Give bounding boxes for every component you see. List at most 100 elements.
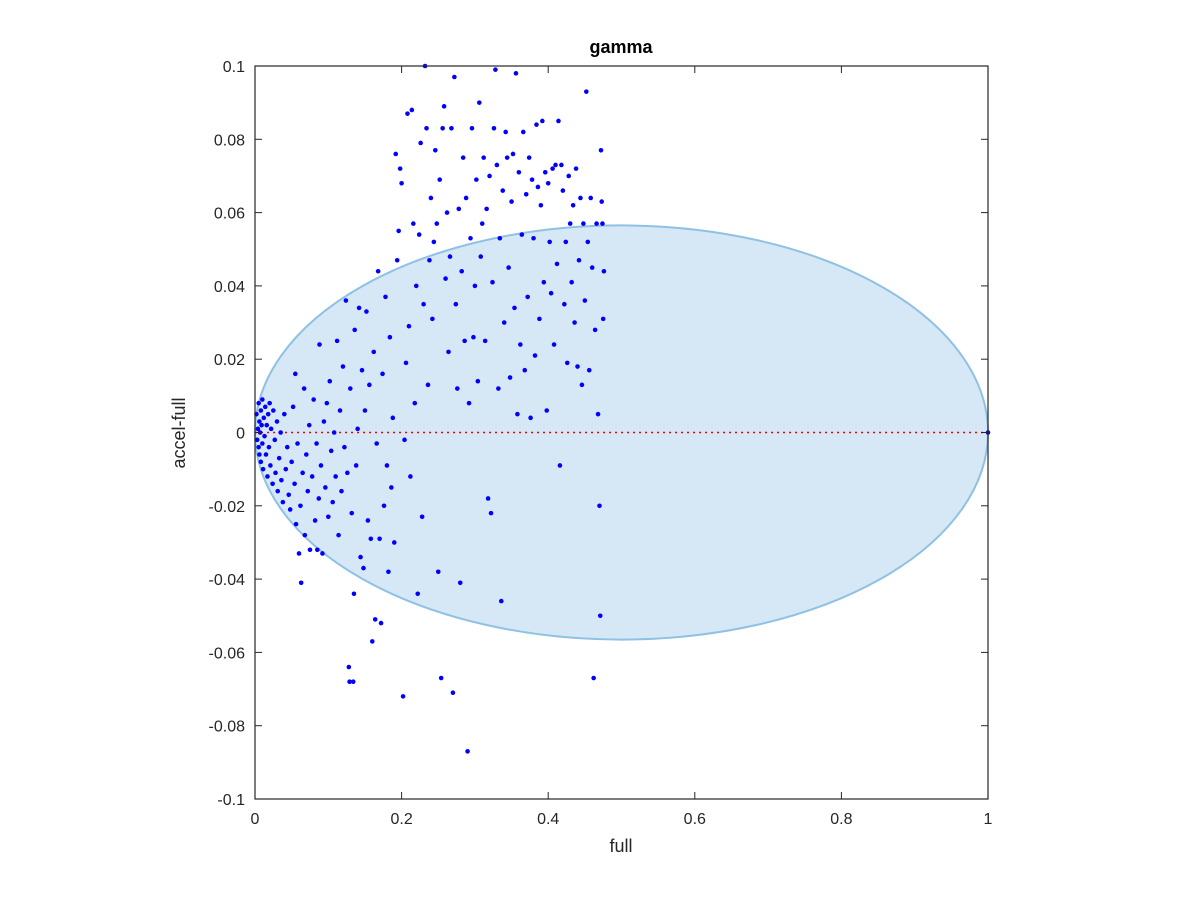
data-point (256, 400, 261, 406)
data-point (560, 188, 566, 193)
data-point (444, 210, 450, 215)
data-point (326, 514, 331, 520)
data-point (498, 598, 504, 604)
data-point (455, 386, 460, 391)
data-point (559, 162, 564, 168)
data-point (497, 235, 503, 241)
data-point (566, 173, 572, 179)
data-point (453, 301, 459, 307)
x-tick-label: 0.4 (537, 811, 559, 828)
data-point (589, 265, 595, 270)
data-point (270, 481, 275, 487)
data-point (347, 386, 353, 391)
chart-title: gamma (589, 37, 653, 57)
data-point (421, 301, 426, 307)
data-point (475, 378, 481, 384)
data-point (519, 232, 525, 237)
data-point (588, 195, 594, 201)
data-point (343, 298, 349, 303)
data-point (452, 74, 457, 80)
data-point (597, 613, 603, 619)
y-tick-label: 0.02 (214, 352, 245, 369)
data-point (462, 338, 467, 344)
data-point (532, 353, 538, 358)
data-point (484, 206, 489, 212)
data-point (581, 221, 586, 226)
data-point (408, 474, 413, 479)
data-point (504, 155, 510, 160)
data-point (573, 166, 579, 171)
data-point (298, 503, 303, 509)
data-point (361, 565, 366, 571)
data-point (544, 408, 550, 413)
data-point (321, 419, 327, 424)
y-tick-label: 0.08 (214, 132, 245, 149)
data-point (542, 169, 548, 175)
data-point (569, 279, 574, 285)
data-point (579, 382, 585, 388)
data-point (264, 422, 270, 428)
data-point (292, 481, 297, 487)
data-point (320, 551, 325, 556)
data-point (441, 104, 447, 109)
data-point (466, 400, 472, 406)
data-point (383, 294, 388, 300)
ticks-layer (254, 65, 989, 800)
data-point (494, 162, 500, 168)
data-point (465, 749, 470, 754)
data-point (368, 536, 374, 542)
data-point (431, 239, 437, 245)
data-point (337, 408, 343, 413)
data-point (578, 195, 583, 201)
data-point (298, 580, 304, 586)
data-point (506, 265, 511, 270)
data-point (309, 474, 315, 479)
data-point (600, 316, 606, 322)
data-point (331, 430, 337, 435)
data-point (548, 290, 554, 296)
data-point (268, 426, 274, 432)
data-point (450, 690, 456, 696)
data-point (547, 239, 552, 245)
x-tick-label: 0.2 (390, 811, 412, 828)
data-point (316, 496, 322, 501)
data-point (456, 206, 462, 212)
data-point (584, 89, 589, 94)
data-point (394, 257, 400, 263)
y-tick-label: -0.06 (209, 645, 246, 662)
data-point (485, 496, 491, 501)
y-axis-label: accel-full (169, 397, 189, 468)
data-point (468, 235, 473, 241)
data-point (496, 386, 501, 391)
data-point (471, 334, 476, 340)
data-point (600, 221, 605, 226)
data-point (405, 111, 410, 116)
data-point (365, 518, 371, 523)
data-point (545, 180, 551, 186)
data-point (540, 118, 545, 124)
data-point (286, 492, 292, 498)
data-point (599, 199, 605, 204)
data-point (352, 327, 357, 333)
data-point (378, 620, 384, 626)
data-point (369, 639, 375, 644)
data-point (591, 675, 596, 681)
data-point (396, 228, 401, 234)
data-point (551, 342, 557, 347)
y-tick-label: 0.04 (214, 279, 245, 296)
data-point (428, 195, 434, 201)
points-layer (254, 63, 991, 754)
data-point (534, 122, 539, 127)
data-point (427, 257, 432, 263)
data-point (520, 129, 526, 135)
y-tick-labels: -0.1 -0.08 -0.06 -0.04 -0.02 0 0.02 0.04 0.06 0.0… (209, 59, 246, 809)
data-point (374, 441, 379, 446)
data-point (447, 254, 453, 259)
data-point (446, 349, 451, 355)
data-point (538, 202, 544, 208)
data-point (482, 338, 488, 344)
y-tick-label: -0.04 (209, 572, 246, 589)
data-point (295, 441, 300, 446)
